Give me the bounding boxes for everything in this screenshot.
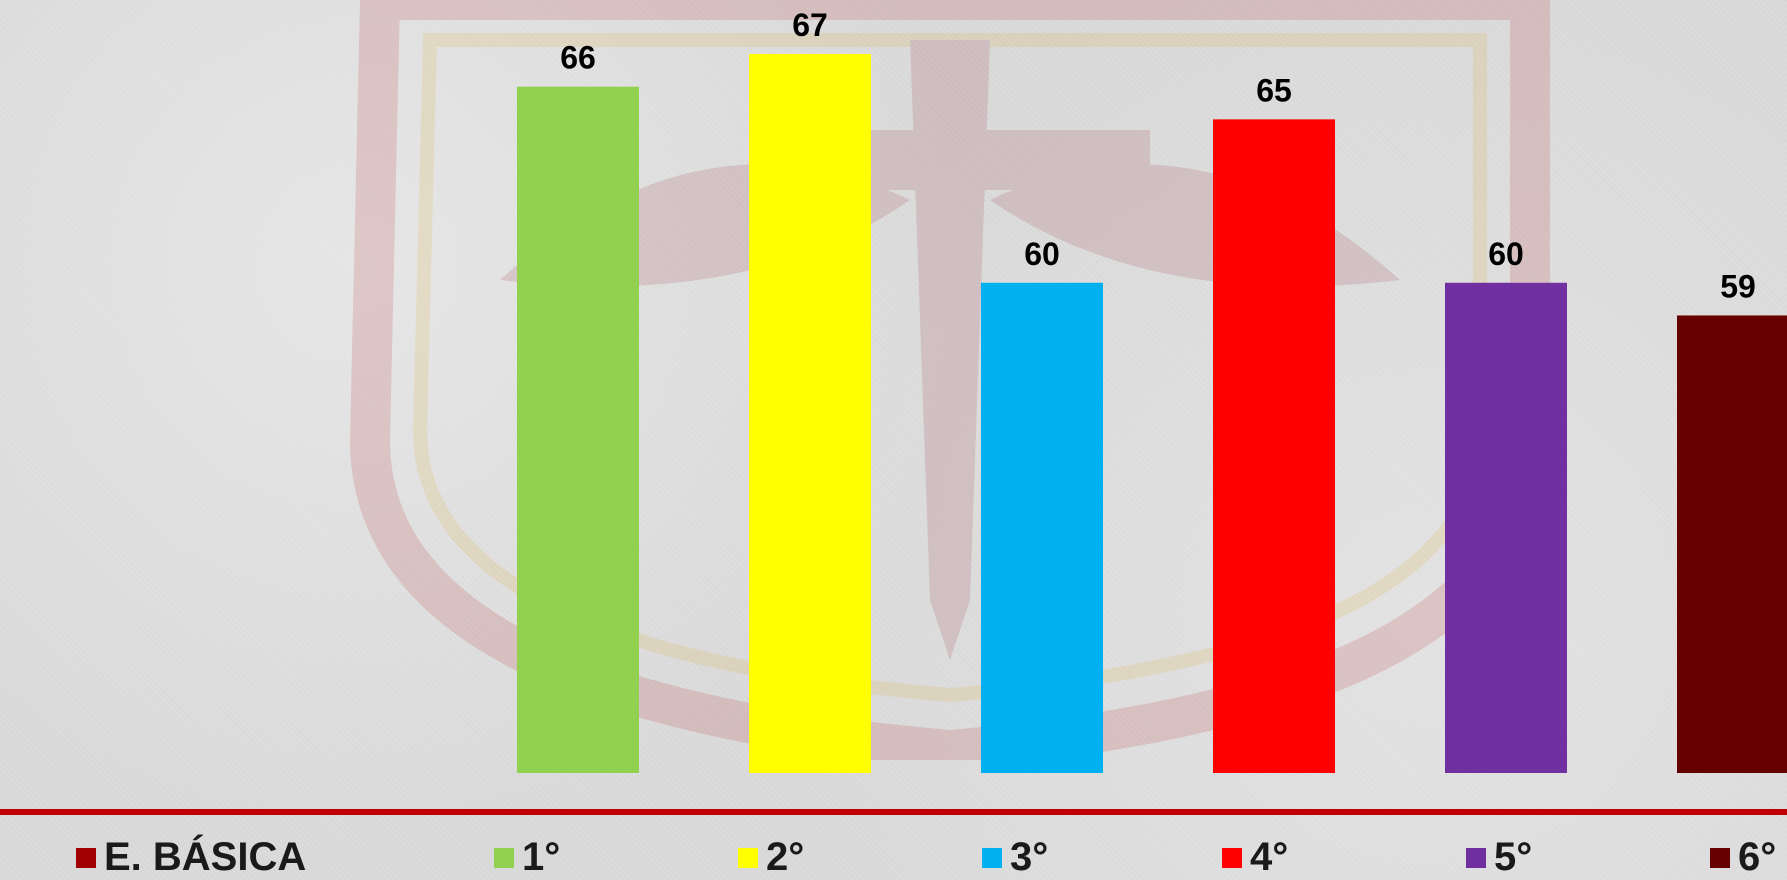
legend-swatch-0 [76,847,96,868]
legend-swatch-2 [738,847,758,868]
bar-value-label-5: 60 [1488,236,1524,272]
legend-item-5: 5° [1466,835,1532,880]
bar-3 [981,282,1103,773]
legend-swatch-4 [1222,847,1242,868]
bar-1 [517,86,639,773]
legend-label-3: 3° [1010,835,1049,879]
legend-swatch-3 [982,847,1002,868]
legend-swatch-1 [494,847,514,868]
legend-swatch-5 [1466,847,1486,868]
data-labels-layer: 66 67 60 65 60 59 [560,7,1756,304]
legend-item-0: E. BÁSICA [76,835,306,880]
legend-label-0: E. BÁSICA [104,835,307,879]
chart-baseline-rule [0,809,1787,815]
bar-value-label-2: 67 [792,7,828,43]
bar-value-label-1: 66 [560,40,596,76]
legend-label-6: 6° [1738,835,1777,879]
legend-item-4: 4° [1222,835,1288,880]
legend-label-2: 2° [766,835,805,879]
legend-item-1: 1° [494,835,560,880]
legend-label-5: 5° [1494,835,1533,879]
legend-label-4: 4° [1250,835,1289,879]
bars-layer [517,54,1787,773]
bar-5 [1445,282,1567,773]
legend-item-2: 2° [738,835,804,880]
legend-item-3: 3° [982,835,1048,880]
legend-item-6: 6° [1710,835,1776,880]
bar-value-label-6: 59 [1720,268,1756,304]
chart-legend: E. BÁSICA 1° 2° 3° 4° 5° 6° [0,835,1787,880]
crest-shield-inner [412,33,1487,703]
bar-value-label-4: 65 [1256,72,1292,108]
legend-swatch-6 [1710,847,1730,868]
bar-6 [1677,315,1787,773]
bar-value-label-3: 60 [1024,236,1060,272]
crest-sword [910,40,990,660]
legend-label-1: 1° [522,835,561,879]
bar-2 [749,54,871,773]
bar-chart: 66 67 60 65 60 59 [517,7,1787,773]
bar-4 [1213,119,1335,773]
